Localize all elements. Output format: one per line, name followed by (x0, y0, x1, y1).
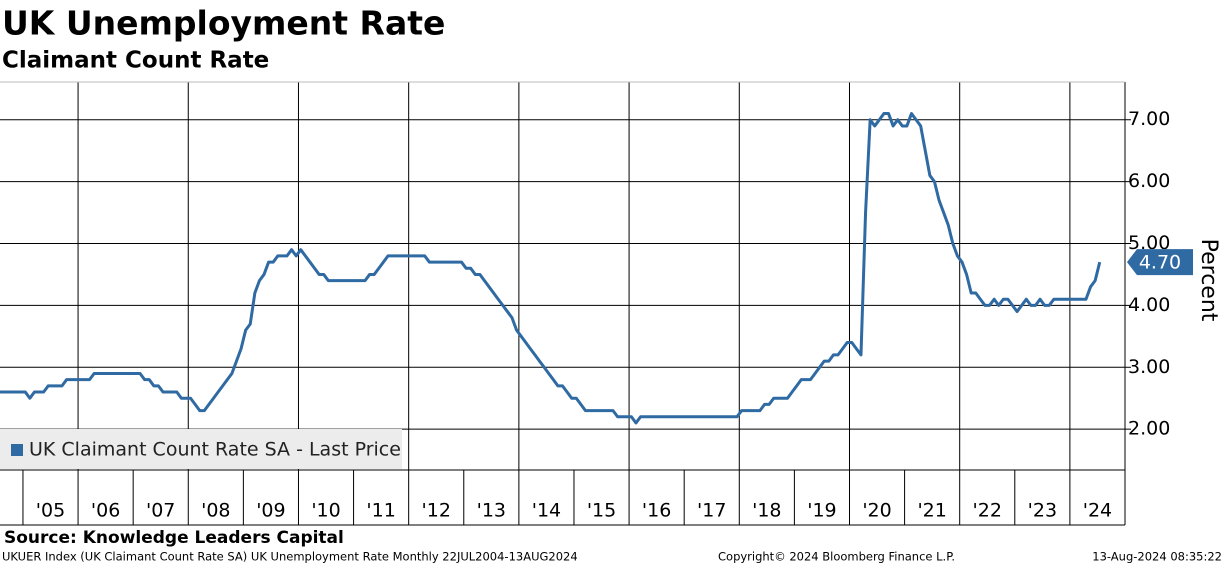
x-tick-label: '17 (697, 500, 726, 522)
x-tick-label: '08 (201, 500, 230, 522)
y-tick-label: 3.00 (1128, 356, 1170, 378)
last-value-tag (1127, 249, 1193, 276)
x-tick-label: '11 (366, 500, 395, 522)
y-tick-label: 6.00 (1128, 170, 1170, 192)
chart-subtitle: Claimant Count Rate (2, 48, 269, 74)
x-tick-label: '18 (752, 500, 781, 522)
legend-swatch (11, 444, 23, 456)
x-tick-label: '22 (973, 500, 1002, 522)
footer-left: UKUER Index (UK Claimant Count Rate SA) … (2, 550, 578, 564)
footer-right: 13-Aug-2024 08:35:22 (1092, 550, 1222, 564)
x-tick-label: '24 (1083, 500, 1112, 522)
x-tick-label: '13 (477, 500, 506, 522)
legend-box (0, 429, 402, 469)
chart-title: UK Unemployment Rate (2, 4, 445, 43)
y-tick-label: 2.00 (1128, 418, 1170, 440)
x-tick-label: '19 (807, 500, 836, 522)
y-axis-label: Percent (1196, 239, 1221, 322)
x-tick-label: '10 (311, 500, 340, 522)
footer-center: Copyright© 2024 Bloomberg Finance L.P. (718, 550, 955, 564)
x-tick-label: '05 (36, 500, 65, 522)
x-tick-label: '06 (91, 500, 120, 522)
x-tick-label: '20 (862, 500, 891, 522)
x-tick-label: '21 (917, 500, 946, 522)
x-tick-label: '09 (256, 500, 285, 522)
x-tick-label: '12 (422, 500, 451, 522)
data-line (0, 112, 1102, 425)
y-tick-label: 7.00 (1128, 108, 1170, 130)
x-tick-label: '07 (146, 500, 175, 522)
legend-label: UK Claimant Count Rate SA - Last Price (29, 439, 401, 461)
last-value-label: 4.70 (1139, 252, 1181, 274)
x-tick-label: '16 (642, 500, 671, 522)
source: Source: Knowledge Leaders Capital (4, 528, 344, 548)
x-tick-label: '15 (587, 500, 616, 522)
y-tick-label: 5.00 (1128, 232, 1170, 254)
x-tick-label: '23 (1028, 500, 1057, 522)
y-tick-label: 4.00 (1128, 294, 1170, 316)
x-tick-label: '14 (532, 500, 561, 522)
